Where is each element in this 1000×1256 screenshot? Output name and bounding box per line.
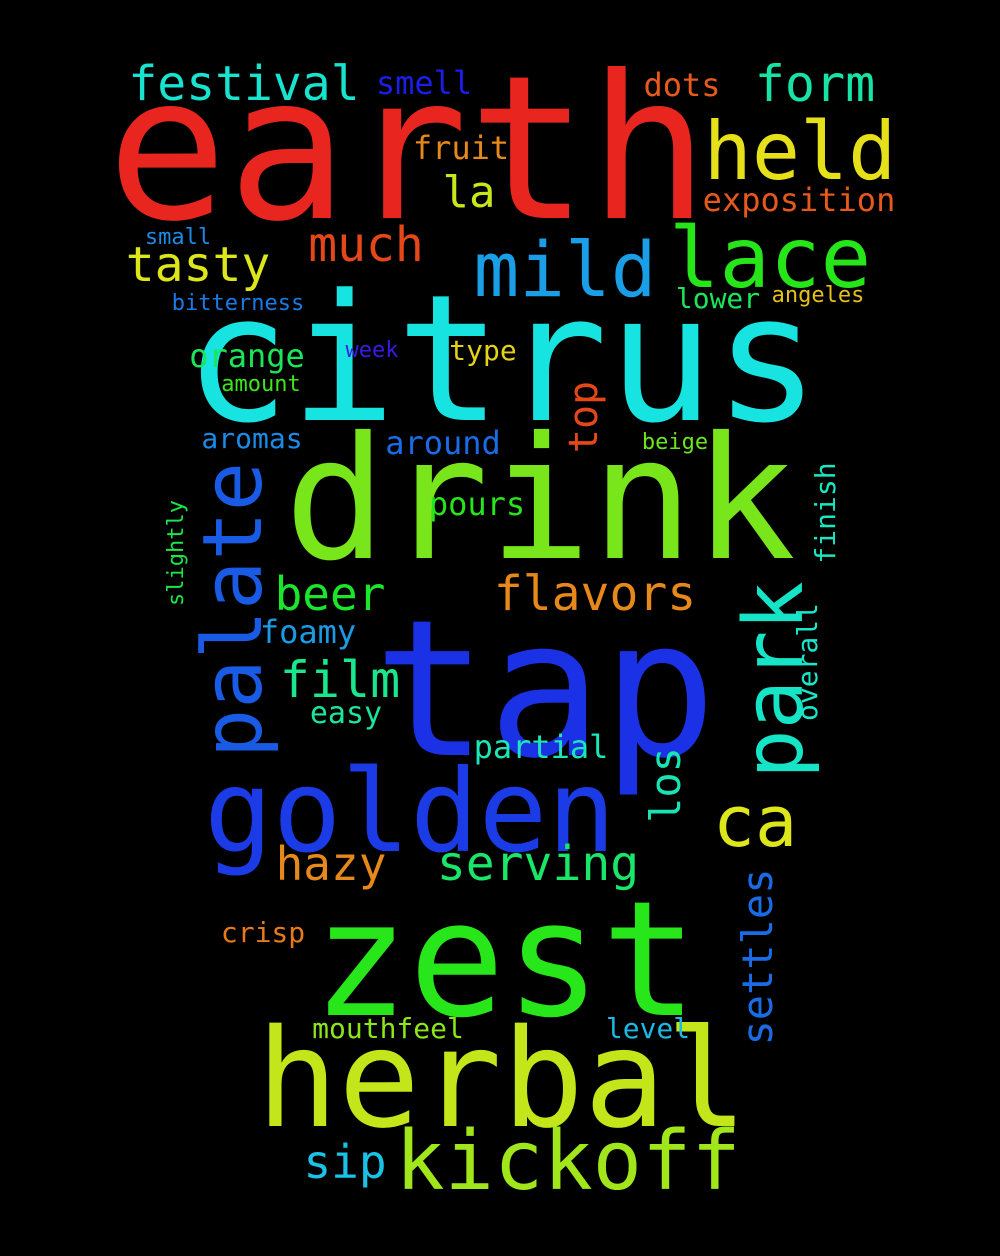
word-lace: lace — [668, 209, 872, 307]
word-exposition: exposition — [702, 181, 896, 219]
word-beige: beige — [641, 430, 709, 455]
word-angeles: angeles — [771, 283, 865, 308]
word-la: la — [442, 167, 496, 218]
word-small: small — [144, 225, 212, 250]
word-orange: orange — [189, 337, 305, 375]
word-form: form — [754, 55, 876, 113]
word-drink: drink — [284, 401, 796, 599]
word-finish: finish — [809, 462, 842, 564]
word-slightly: slightly — [164, 500, 189, 606]
word-tasty: tasty — [125, 237, 271, 293]
word-ca: ca — [712, 781, 798, 863]
word-fruit: fruit — [412, 129, 510, 167]
word-partial: partial — [473, 728, 609, 766]
word-zest: zest — [312, 866, 698, 1053]
word-around: around — [385, 424, 501, 462]
word-held: held — [703, 105, 897, 198]
word-los: los — [641, 747, 690, 823]
word-aromas: aromas — [201, 422, 303, 455]
word-tap: tap — [373, 579, 717, 800]
word-mouthfeel: mouthfeel — [312, 1012, 464, 1045]
word-beer: beer — [274, 567, 386, 621]
word-hazy: hazy — [275, 837, 387, 891]
word-serving: serving — [436, 836, 640, 892]
word-flavors: flavors — [493, 566, 697, 622]
word-smell: smell — [375, 64, 473, 102]
word-bitterness: bitterness — [171, 291, 305, 316]
word-type: type — [449, 334, 517, 367]
word-top: top — [561, 380, 607, 454]
word-citrus: citrus — [184, 257, 820, 462]
word-crisp: crisp — [220, 916, 306, 949]
word-dots: dots — [643, 66, 721, 104]
word-mild: mild — [473, 225, 657, 314]
word-film: film — [279, 651, 401, 709]
word-foamy: foamy — [259, 613, 357, 651]
word-easy: easy — [309, 696, 383, 731]
word-settles: settles — [733, 868, 782, 1046]
word-overall: overall — [791, 602, 824, 722]
word-amount: amount — [221, 372, 301, 397]
word-much: much — [308, 217, 424, 273]
word-kickoff: kickoff — [395, 1114, 741, 1209]
word-herbal: herbal — [256, 1001, 748, 1159]
word-week: week — [345, 338, 399, 363]
word-sip: sip — [303, 1135, 387, 1189]
word-lower: lower — [675, 282, 761, 315]
word-earth: earth — [106, 33, 710, 266]
word-level: level — [605, 1012, 691, 1045]
word-festival: festival — [128, 56, 360, 112]
word-pours: pours — [428, 485, 526, 523]
word-palate: palate — [186, 461, 281, 759]
word-golden: golden — [204, 745, 616, 878]
